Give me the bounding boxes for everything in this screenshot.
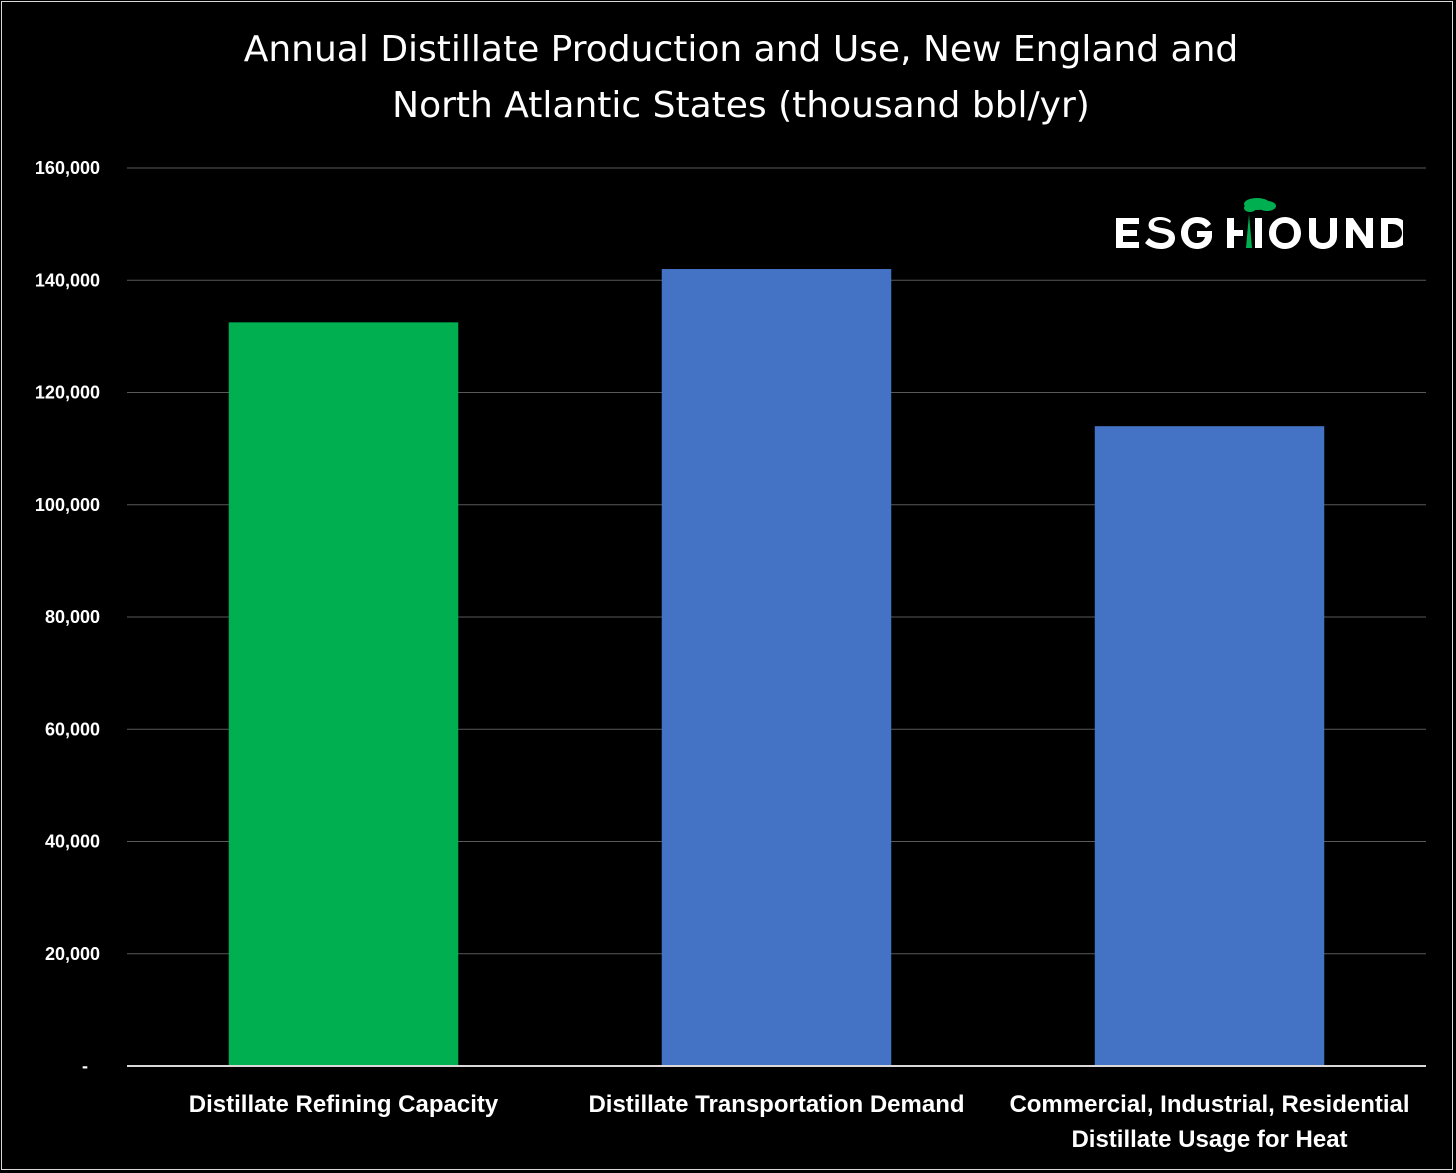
chart-title: Annual Distillate Production and Use, Ne… [0,22,1456,134]
y-tick-label: 140,000 [35,270,100,290]
chart-title-line-2: North Atlantic States (thousand bbl/yr) [392,85,1090,126]
x-tick-label: Distillate Usage for Heat [1071,1126,1347,1153]
y-tick-label: 60,000 [45,719,100,739]
logo-letter-n [1346,218,1373,248]
bar [1094,426,1325,1066]
logo-letter-g [1181,217,1212,249]
logo-letter-o [1269,217,1301,249]
esg-hound-logo [1113,194,1403,258]
x-tick-label: Distillate Refining Capacity [189,1091,499,1118]
y-tick-label: - [82,1056,88,1076]
x-tick-label: Commercial, Industrial, Residential [1009,1091,1409,1118]
logo-letter-h-left [1227,218,1243,248]
bar [228,322,459,1066]
x-tick-labels: Distillate Refining Capacity Distillate T… [189,1091,1410,1153]
logo-letter-u [1309,218,1337,249]
chart-title-line-1: Annual Distillate Production and Use, Ne… [243,29,1239,70]
logo-letter-e [1116,218,1139,248]
y-tick-label: 80,000 [45,607,100,627]
y-tick-label: 40,000 [45,832,100,852]
logo-tree-icon [1246,214,1252,248]
y-tick-label: 100,000 [35,495,100,515]
y-tick-label: 120,000 [35,383,100,403]
logo-letter-d [1381,218,1403,248]
x-tick-label: Distillate Transportation Demand [588,1091,964,1118]
y-tick-label: 160,000 [35,158,100,178]
logo-letter-s [1145,217,1175,249]
bars [228,269,1325,1066]
logo-letter-h-right [1255,218,1262,248]
y-tick-labels: - 20,000 40,000 60,000 80,000 100,000 120,000 1… [35,158,100,1076]
bar [661,269,892,1066]
y-tick-label: 20,000 [45,944,100,964]
